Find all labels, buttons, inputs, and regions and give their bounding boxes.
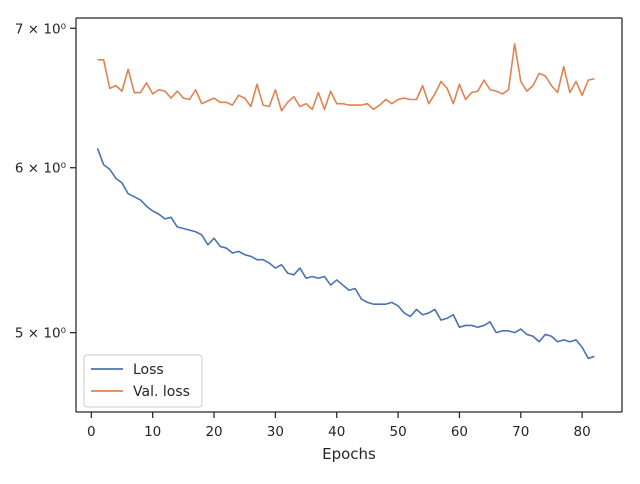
x-tick-label: 40 (328, 424, 345, 440)
x-tick-label: 20 (205, 424, 222, 440)
x-tick-label: 60 (451, 424, 468, 440)
x-tick-label: 80 (574, 424, 591, 440)
legend: Loss Val. loss (83, 354, 203, 408)
y-tick-label: 5 × 10⁰ (15, 326, 66, 342)
series-layer (96, 43, 595, 360)
x-tick-label: 30 (267, 424, 284, 440)
y-axis-ticks: 5 × 10⁰ 6 × 10⁰ 7 × 10⁰ (15, 21, 76, 342)
x-tick-label: 0 (87, 424, 96, 440)
legend-frame (83, 354, 203, 408)
plot-area (76, 18, 622, 412)
x-axis-ticks: 0 10 20 30 40 50 60 70 80 (87, 412, 591, 440)
x-tick-label: 70 (512, 424, 529, 440)
legend-label-val-loss: Val. loss (133, 384, 190, 400)
y-tick-label: 7 × 10⁰ (15, 21, 66, 37)
x-tick-label: 50 (389, 424, 406, 440)
series-line-val-loss (97, 43, 595, 112)
y-tick-label: 6 × 10⁰ (15, 161, 66, 177)
x-tick-label: 10 (144, 424, 161, 440)
series-line-loss (96, 148, 595, 360)
x-axis-label: Epochs (322, 445, 376, 463)
legend-label-loss: Loss (133, 362, 164, 378)
